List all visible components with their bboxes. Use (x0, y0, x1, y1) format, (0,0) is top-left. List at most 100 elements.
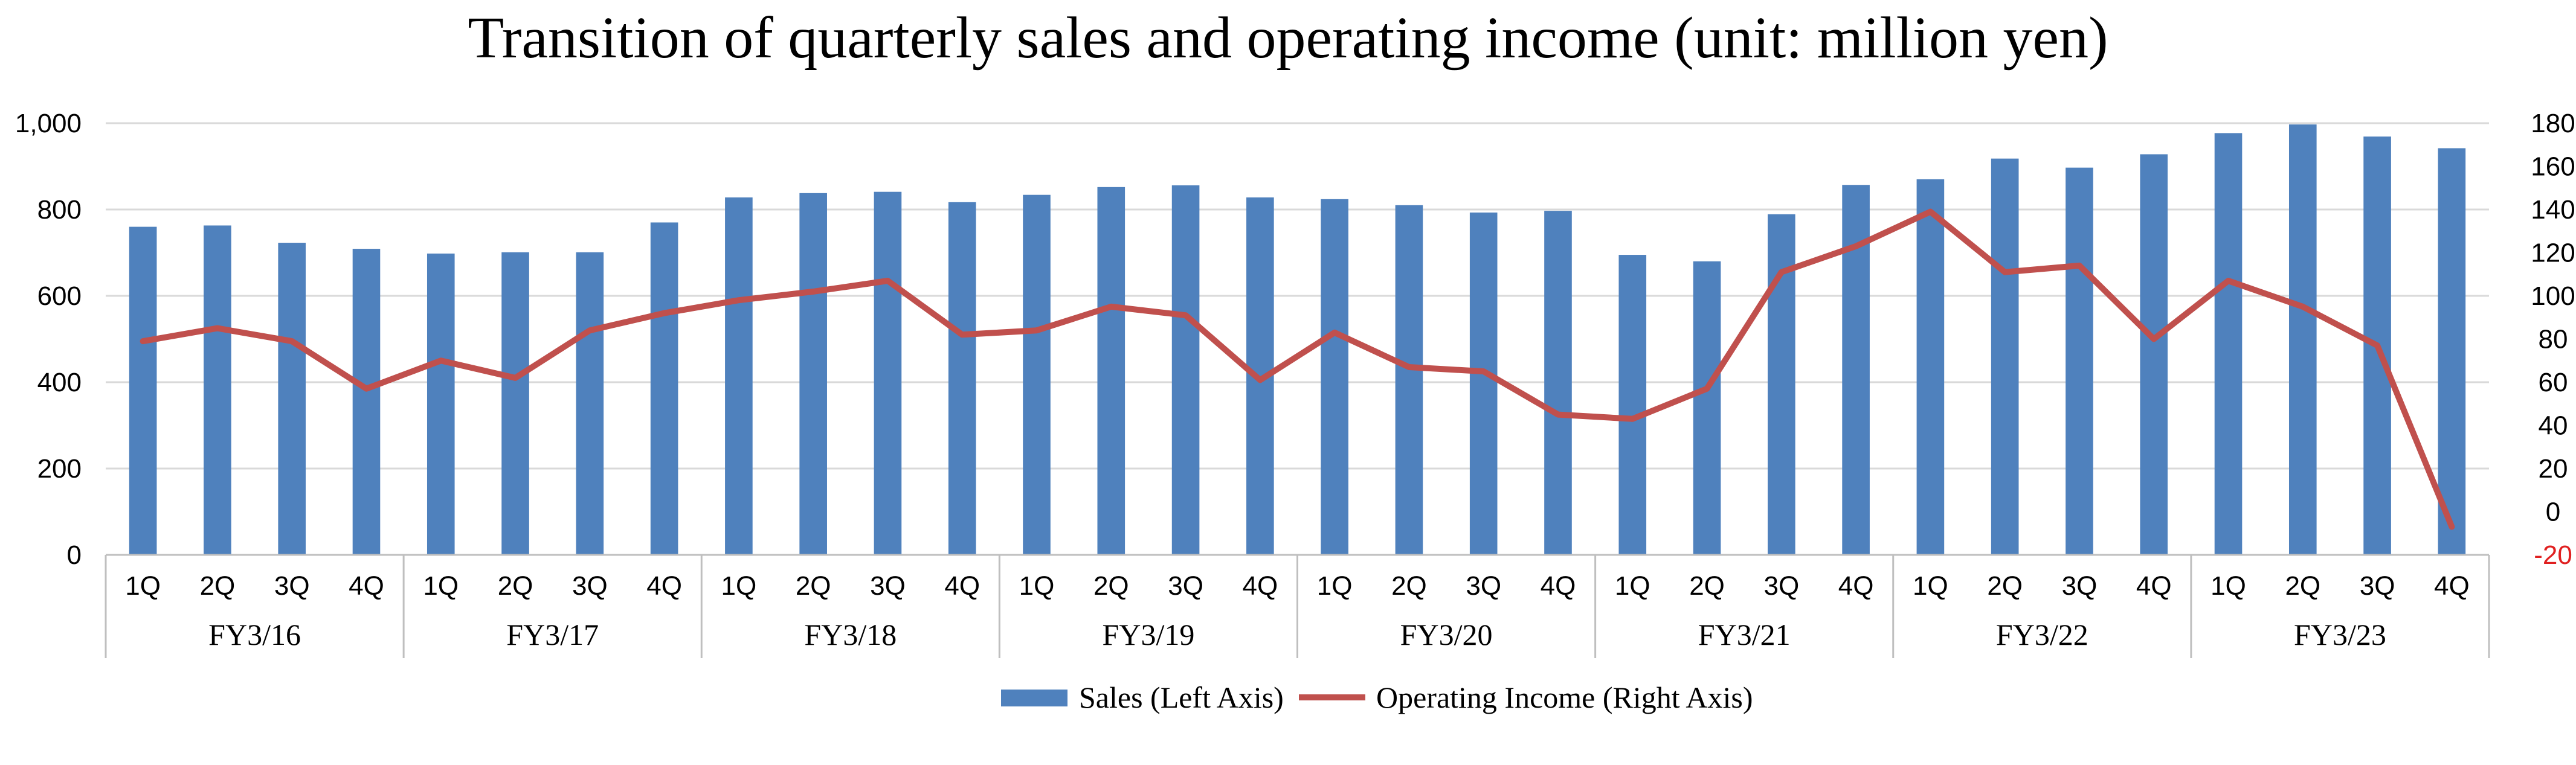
quarter-label: 3Q (870, 571, 906, 601)
sales-bar (799, 193, 827, 555)
sales-bars (129, 124, 2466, 555)
quarter-label: 1Q (721, 571, 757, 601)
fiscal-year-label: FY3/22 (1996, 618, 2088, 651)
quarter-label: 4Q (646, 571, 682, 601)
sales-bar (874, 191, 902, 555)
quarter-label: 1Q (423, 571, 459, 601)
quarter-label: 4Q (349, 571, 384, 601)
quarter-label: 3Q (572, 571, 608, 601)
quarter-label: 2Q (498, 571, 533, 601)
left-tick-label: 0 (67, 540, 82, 570)
sales-bar (1991, 158, 2019, 555)
right-tick-label: 120 (2531, 238, 2575, 268)
sales-bar (576, 252, 604, 555)
fiscal-year-label: FY3/16 (208, 618, 301, 651)
quarter-label: 2Q (2285, 571, 2320, 601)
sales-bar (1321, 199, 1348, 555)
sales-bar (725, 197, 753, 555)
right-axis: -20 0 20 40 60 80 100 120 140 160 180 (2531, 109, 2575, 570)
sales-bar (1544, 211, 1572, 555)
right-tick-label: 180 (2531, 109, 2575, 138)
left-tick-label: 200 (37, 454, 82, 484)
quarter-label: 2Q (1093, 571, 1129, 601)
sales-bar (1171, 185, 1200, 555)
left-axis: 0 200 400 600 800 1,000 (15, 109, 82, 570)
fiscal-year-label: FY3/18 (804, 618, 897, 651)
sales-bar (1469, 213, 1498, 555)
quarter-label: 1Q (1615, 571, 1650, 601)
quarter-label: 4Q (2136, 571, 2172, 601)
gridlines (106, 122, 2489, 470)
fiscal-year-label: FY3/17 (506, 618, 599, 651)
quarter-label: 4Q (944, 571, 980, 601)
sales-bar (1916, 179, 1945, 555)
right-tick-label: 20 (2539, 454, 2568, 484)
legend: Sales (Left Axis) Operating Income (Righ… (1001, 680, 1753, 714)
sales-bar (129, 226, 157, 555)
sales-bar (352, 249, 381, 555)
right-tick-label: 140 (2531, 195, 2575, 225)
sales-bar (2066, 167, 2093, 555)
right-tick-label: 40 (2539, 411, 2568, 441)
quarter-label: 4Q (1838, 571, 1874, 601)
legend-label-operating-income: Operating Income (Right Axis) (1376, 680, 1753, 714)
quarter-label: 2Q (1391, 571, 1427, 601)
fiscal-year-label: FY3/23 (2294, 618, 2386, 651)
sales-bar (427, 253, 455, 555)
sales-bar (1618, 255, 1647, 555)
sales-bar (2438, 148, 2466, 555)
quarter-label: 1Q (125, 571, 161, 601)
sales-bar (650, 222, 678, 555)
quarter-label: 3Q (2062, 571, 2098, 601)
sales-bar (501, 252, 529, 555)
sales-bar (1097, 187, 1125, 555)
quarter-label: 3Q (274, 571, 310, 601)
quarter-label: 2Q (1689, 571, 1725, 601)
quarter-label: 1Q (1317, 571, 1353, 601)
operating-income-line (140, 208, 2455, 530)
quarter-label: 3Q (1763, 571, 1799, 601)
legend-swatch-sales (1001, 690, 1067, 706)
quarter-label: 3Q (2360, 571, 2395, 601)
quarter-label: 4Q (1541, 571, 1576, 601)
fiscal-year-label: FY3/21 (1698, 618, 1791, 651)
left-tick-label: 600 (37, 281, 82, 311)
sales-bar (2288, 124, 2317, 555)
sales-bar (1395, 205, 1423, 555)
chart-title: Transition of quarterly sales and operat… (468, 5, 2108, 71)
quarter-label: 3Q (1168, 571, 1203, 601)
sales-bar (2214, 133, 2243, 555)
right-tick-label: 60 (2539, 368, 2568, 397)
left-tick-label: 400 (37, 368, 82, 397)
right-tick-label: -20 (2534, 540, 2572, 570)
fiscal-year-label: FY3/20 (1400, 618, 1493, 651)
quarter-label: 1Q (1913, 571, 1948, 601)
x-axis: 1Q 2Q 3Q 4Q 1Q 2Q 3Q 4Q 1Q 2Q 3Q 4Q 1Q 2Q 3Q 4Q 1Q 2Q 3Q 4Q… (105, 554, 2490, 658)
sales-bar (1023, 194, 1051, 555)
right-tick-label: 100 (2531, 281, 2575, 311)
left-tick-label: 800 (37, 195, 82, 225)
quarter-label: 2Q (200, 571, 236, 601)
right-tick-label: 80 (2539, 325, 2568, 354)
quarter-label: 3Q (1466, 571, 1501, 601)
fiscal-year-label: FY3/19 (1103, 618, 1195, 651)
quarter-label: 1Q (2211, 571, 2246, 601)
sales-bar (278, 243, 306, 555)
quarter-label: 2Q (1987, 571, 2023, 601)
right-tick-label: 0 (2546, 498, 2560, 527)
right-tick-label: 160 (2531, 152, 2575, 182)
quarter-label: 4Q (2434, 571, 2470, 601)
sales-bar (1693, 261, 1721, 555)
legend-label-sales: Sales (Left Axis) (1079, 680, 1284, 714)
sales-bar (948, 202, 976, 555)
quarter-label: 2Q (796, 571, 831, 601)
left-tick-label: 1,000 (15, 109, 82, 138)
quarter-label: 1Q (1019, 571, 1055, 601)
sales-bar (204, 225, 231, 555)
sales-bar (1768, 214, 1795, 555)
quarter-label: 4Q (1243, 571, 1278, 601)
sales-bar (2140, 154, 2168, 555)
operating-income-polyline (140, 208, 2455, 530)
